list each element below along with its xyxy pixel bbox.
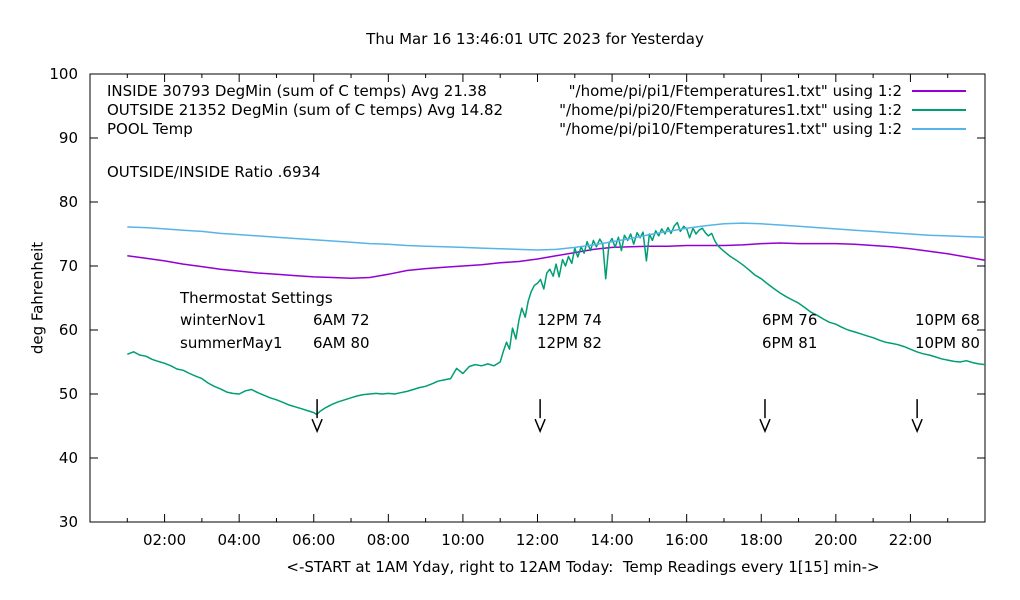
- thermostat-summer-10pm: 10PM 80: [915, 334, 980, 352]
- thermostat-summer-label: summerMay1: [180, 334, 283, 352]
- y-tick-label: 70: [59, 257, 78, 275]
- legend-line-sample-outside: [912, 109, 966, 111]
- y-tick-label: 60: [59, 321, 78, 339]
- thermostat-summer-12pm: 12PM 82: [537, 334, 602, 352]
- outside-inside-ratio: OUTSIDE/INSIDE Ratio .6934: [107, 163, 321, 181]
- thermostat-winter-10pm: 10PM 68: [915, 311, 980, 329]
- x-tick-label: 14:00: [590, 531, 633, 549]
- arrow-head: [911, 418, 923, 434]
- y-tick-label: 50: [59, 385, 78, 403]
- legend-label-pool: POOL Temp: [107, 120, 193, 138]
- legend-label-outside: OUTSIDE 21352 DegMin (sum of C temps) Av…: [107, 101, 504, 119]
- y-tick-label: 30: [59, 513, 78, 531]
- thermostat-summer-6pm: 6PM 81: [762, 334, 818, 352]
- legend-line-sample-pool: [912, 128, 966, 130]
- chart-title: Thu Mar 16 13:46:01 UTC 2023 for Yesterd…: [366, 30, 704, 48]
- series-pool: [127, 222, 986, 251]
- x-axis-label: <-START at 1AM Yday, right to 12AM Today…: [286, 558, 880, 576]
- x-tick-label: 18:00: [740, 531, 783, 549]
- thermostat-settings-heading: Thermostat Settings: [180, 289, 333, 307]
- thermostat-winter-label: winterNov1: [180, 311, 267, 329]
- thermostat-summer-6am: 6AM 80: [313, 334, 370, 352]
- y-tick-label: 100: [49, 65, 78, 83]
- thermostat-winter-6pm: 6PM 76: [762, 311, 818, 329]
- axes: 30 40 50 60 70 80 90 100 02:00 04:00 06:00 08:00 10:…: [49, 65, 986, 549]
- legend-line-sample-inside: [912, 90, 966, 92]
- x-tick-label: 10:00: [441, 531, 484, 549]
- arrow-head: [311, 418, 323, 434]
- legend-label-inside: INSIDE 30793 DegMin (sum of C temps) Avg…: [107, 82, 487, 100]
- y-tick-label: 90: [59, 129, 78, 147]
- x-tick-label: 16:00: [665, 531, 708, 549]
- x-tick-label: 22:00: [889, 531, 932, 549]
- x-tick-label: 04:00: [218, 531, 261, 549]
- x-tick-label: 12:00: [516, 531, 559, 549]
- legend-file-outside: "/home/pi/pi20/Ftemperatures1.txt" using…: [559, 101, 902, 119]
- y-tick-label: 40: [59, 449, 78, 467]
- legend-file-pool: "/home/pi/pi10/Ftemperatures1.txt" using…: [559, 120, 902, 138]
- y-axis-label: deg Fahrenheit: [28, 241, 47, 355]
- series-outside: [127, 221, 986, 416]
- arrow-head: [759, 418, 771, 434]
- thermostat-winter-6am: 6AM 72: [313, 311, 370, 329]
- x-tick-label: 02:00: [143, 531, 186, 549]
- thermostat-arrows: [311, 399, 923, 434]
- x-tick-label: 06:00: [292, 531, 335, 549]
- x-tick-label: 20:00: [814, 531, 857, 549]
- legend-file-inside: "/home/pi/pi1/Ftemperatures1.txt" using …: [568, 82, 902, 100]
- y-tick-label: 80: [59, 193, 78, 211]
- x-tick-label: 08:00: [367, 531, 410, 549]
- thermostat-winter-12pm: 12PM 74: [537, 311, 602, 329]
- arrow-head: [534, 418, 546, 434]
- series-inside: [127, 242, 986, 279]
